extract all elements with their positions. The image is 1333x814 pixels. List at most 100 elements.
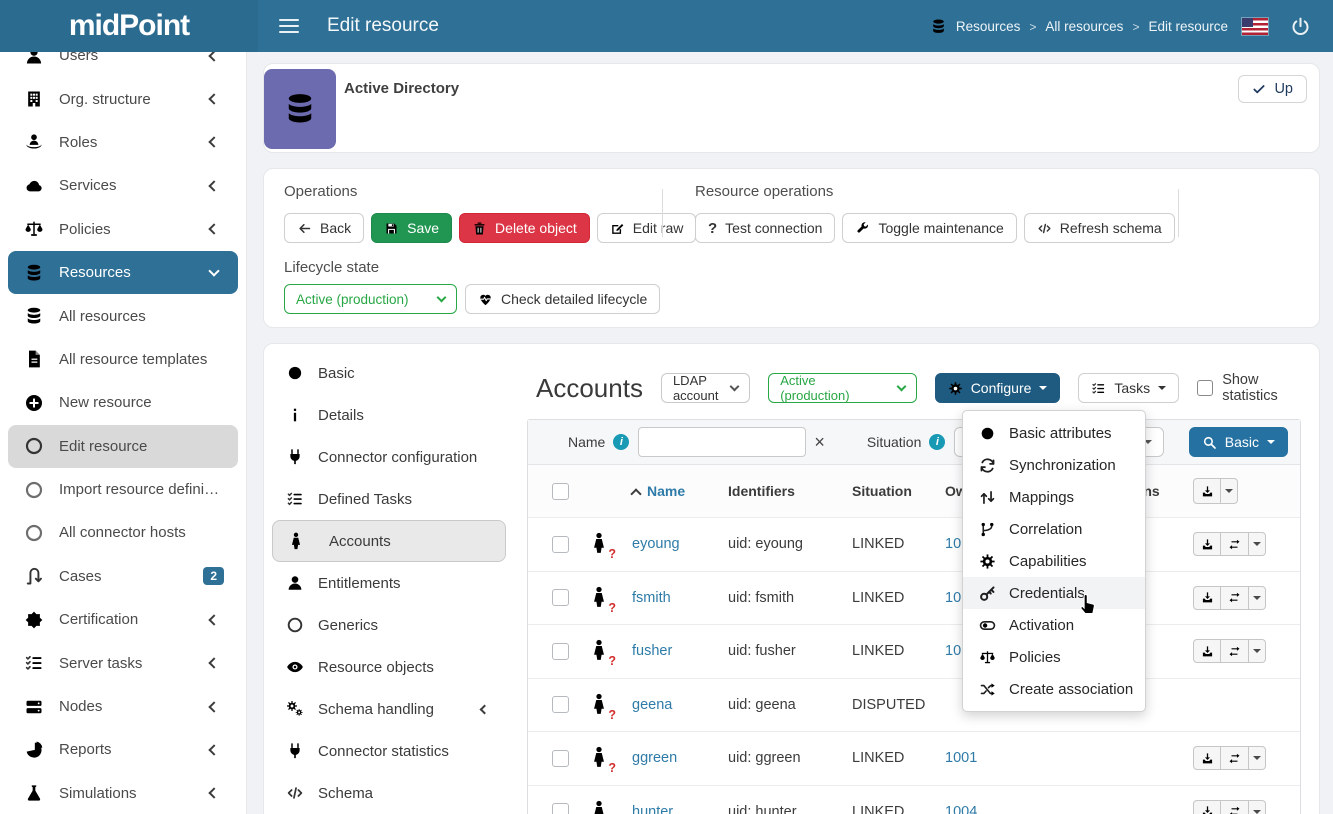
lifecycle-state-select[interactable]: Active (production) bbox=[284, 284, 457, 314]
configure-dropdown-button[interactable]: Configure bbox=[934, 373, 1061, 403]
download-options-button[interactable] bbox=[1221, 478, 1238, 504]
back-button[interactable]: Back bbox=[284, 213, 365, 243]
object-class-select[interactable]: LDAP account bbox=[660, 373, 751, 403]
name-filter-input[interactable] bbox=[638, 427, 807, 457]
menu-item-capabilities[interactable]: Capabilities bbox=[963, 545, 1145, 577]
row-checkbox[interactable] bbox=[552, 535, 569, 553]
sidebar-item-users[interactable]: Users bbox=[8, 52, 238, 77]
sidebar-item-simulations[interactable]: Simulations bbox=[8, 772, 238, 814]
tab-entitlements[interactable]: Entitlements bbox=[272, 562, 506, 604]
menu-item-synchronization[interactable]: Synchronization bbox=[963, 449, 1145, 481]
menu-item-create-association[interactable]: Create association bbox=[963, 673, 1145, 705]
download-button[interactable] bbox=[1193, 532, 1221, 557]
save-button[interactable]: Save bbox=[371, 213, 453, 243]
breadcrumb-resources[interactable]: Resources bbox=[955, 18, 1021, 34]
refresh-schema-button[interactable]: Refresh schema bbox=[1023, 213, 1175, 243]
sidebar-item-nodes[interactable]: Nodes bbox=[8, 685, 238, 728]
menu-item-credentials[interactable]: Credentials bbox=[963, 577, 1145, 609]
download-button[interactable] bbox=[1193, 799, 1221, 814]
account-name-link[interactable]: fusher bbox=[632, 643, 673, 660]
account-owner-link[interactable]: 1004 bbox=[945, 803, 978, 814]
tab-basic[interactable]: Basic bbox=[272, 352, 506, 394]
hamburger-menu-icon[interactable] bbox=[279, 19, 299, 33]
menu-item-correlation[interactable]: Correlation bbox=[963, 513, 1145, 545]
menu-item-policies[interactable]: Policies bbox=[963, 641, 1145, 673]
clear-filter-icon[interactable] bbox=[814, 432, 825, 453]
row-menu-button[interactable] bbox=[1249, 532, 1266, 557]
sidebar-item-all-resources[interactable]: All resources bbox=[8, 294, 238, 337]
menu-item-mappings[interactable]: Mappings bbox=[963, 481, 1145, 513]
download-button[interactable] bbox=[1193, 478, 1221, 504]
account-owner-link[interactable]: 10 bbox=[945, 643, 962, 660]
logout-power-icon[interactable] bbox=[1290, 16, 1311, 37]
account-name-link[interactable]: geena bbox=[632, 696, 673, 713]
lifecycle-filter-select[interactable]: Active (production) bbox=[768, 373, 917, 403]
sidebar-item-certification[interactable]: Certification bbox=[8, 598, 238, 641]
sidebar-item-all-resource-templates[interactable]: All resource templates bbox=[8, 338, 238, 381]
transfer-button[interactable] bbox=[1221, 746, 1249, 771]
row-checkbox[interactable] bbox=[552, 642, 569, 660]
select-all-checkbox[interactable] bbox=[552, 482, 569, 500]
download-button[interactable] bbox=[1193, 585, 1221, 610]
check-detailed-lifecycle-button[interactable]: Check detailed lifecycle bbox=[465, 284, 661, 314]
sidebar-item-all-connector-hosts[interactable]: All connector hosts bbox=[8, 511, 238, 554]
download-button[interactable] bbox=[1193, 639, 1221, 664]
row-checkbox[interactable] bbox=[552, 696, 569, 714]
info-icon[interactable] bbox=[613, 434, 630, 450]
menu-item-basic-attributes[interactable]: Basic attributes bbox=[963, 417, 1145, 449]
tab-connector-statistics[interactable]: Connector statistics bbox=[272, 730, 506, 772]
breadcrumb-all-resources[interactable]: All resources bbox=[1045, 18, 1124, 34]
transfer-button[interactable] bbox=[1221, 585, 1249, 610]
tab-defined-tasks[interactable]: Defined Tasks bbox=[272, 478, 506, 520]
delete-object-button[interactable]: Delete object bbox=[459, 213, 590, 243]
row-menu-button[interactable] bbox=[1249, 746, 1266, 771]
transfer-button[interactable] bbox=[1221, 532, 1249, 557]
account-owner-link[interactable]: 1001 bbox=[945, 750, 978, 767]
row-checkbox[interactable] bbox=[552, 589, 569, 607]
row-menu-button[interactable] bbox=[1249, 585, 1266, 610]
app-logo[interactable]: midPoint bbox=[68, 9, 190, 42]
sidebar-item-policies[interactable]: Policies bbox=[8, 208, 238, 251]
row-checkbox[interactable] bbox=[552, 749, 569, 767]
column-header-name[interactable]: Name bbox=[624, 483, 728, 500]
account-name-link[interactable]: eyoung bbox=[632, 536, 680, 553]
sidebar-item-roles[interactable]: Roles bbox=[8, 121, 238, 164]
edit-raw-button[interactable]: Edit raw bbox=[596, 213, 697, 243]
account-owner-link[interactable]: 10 bbox=[945, 536, 962, 553]
sidebar-item-import-resource-definition[interactable]: Import resource defini… bbox=[8, 468, 238, 511]
sidebar-item-reports[interactable]: Reports bbox=[8, 728, 238, 771]
account-name-link[interactable]: ggreen bbox=[632, 750, 678, 767]
tasks-dropdown-button[interactable]: Tasks bbox=[1078, 373, 1180, 403]
transfer-button[interactable] bbox=[1221, 639, 1249, 664]
download-button[interactable] bbox=[1193, 746, 1221, 771]
show-statistics-checkbox[interactable] bbox=[1197, 380, 1214, 396]
toggle-maintenance-button[interactable]: Toggle maintenance bbox=[842, 213, 1017, 243]
account-name-link[interactable]: hunter bbox=[632, 803, 674, 814]
row-menu-button[interactable] bbox=[1249, 639, 1266, 664]
search-mode-button[interactable]: Basic bbox=[1188, 427, 1288, 457]
tab-connector-configuration[interactable]: Connector configuration bbox=[272, 436, 506, 478]
row-menu-button[interactable] bbox=[1249, 799, 1266, 814]
sidebar-item-org-structure[interactable]: Org. structure bbox=[8, 77, 238, 120]
sidebar-item-cases[interactable]: Cases 2 bbox=[8, 555, 238, 598]
sidebar-item-edit-resource[interactable]: Edit resource bbox=[8, 424, 238, 468]
breadcrumb-edit-resource[interactable]: Edit resource bbox=[1148, 18, 1228, 34]
tab-schema[interactable]: Schema bbox=[272, 772, 506, 814]
sidebar-item-server-tasks[interactable]: Server tasks bbox=[8, 641, 238, 684]
test-connection-button[interactable]: ? Test connection bbox=[695, 213, 836, 243]
tab-generics[interactable]: Generics bbox=[272, 604, 506, 646]
resource-up-button[interactable]: Up bbox=[1238, 75, 1307, 103]
account-name-link[interactable]: fsmith bbox=[632, 589, 671, 606]
locale-flag-us-icon[interactable] bbox=[1242, 17, 1268, 35]
sidebar-item-services[interactable]: Services bbox=[8, 164, 238, 207]
transfer-button[interactable] bbox=[1221, 799, 1249, 814]
tab-accounts[interactable]: Accounts bbox=[272, 520, 506, 562]
tab-details[interactable]: Details bbox=[272, 394, 506, 436]
row-checkbox[interactable] bbox=[552, 803, 569, 814]
tab-resource-objects[interactable]: Resource objects bbox=[272, 646, 506, 688]
info-icon[interactable] bbox=[929, 434, 946, 450]
account-owner-link[interactable]: 10 bbox=[945, 589, 962, 606]
tab-schema-handling[interactable]: Schema handling bbox=[272, 688, 506, 730]
menu-item-activation[interactable]: Activation bbox=[963, 609, 1145, 641]
sidebar-item-new-resource[interactable]: New resource bbox=[8, 381, 238, 424]
